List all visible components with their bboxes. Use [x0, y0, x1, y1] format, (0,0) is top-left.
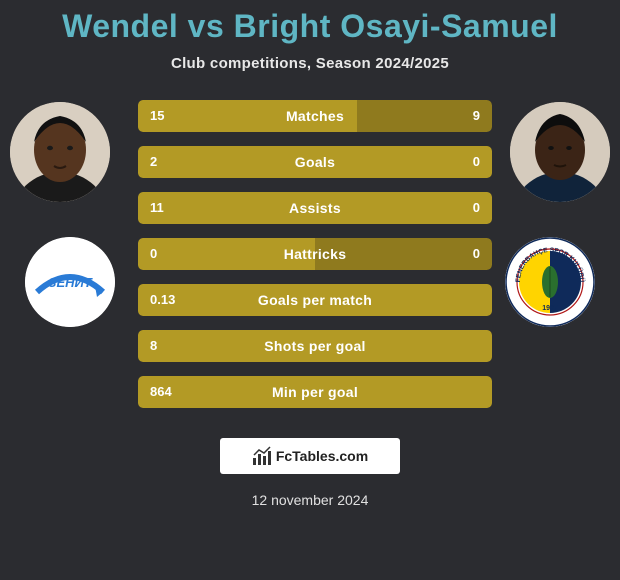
- player-right-avatar: [510, 102, 610, 202]
- stat-bar-row: 864Min per goal: [138, 376, 492, 408]
- fenerbahce-badge-icon: FENERBAHÇE SPOR KULÜBÜ 1907: [505, 237, 595, 327]
- player-left-avatar: [10, 102, 110, 202]
- bar-label: Assists: [138, 192, 492, 224]
- stat-bar-row: 110Assists: [138, 192, 492, 224]
- page-subtitle: Club competitions, Season 2024/2025: [0, 55, 620, 72]
- bar-label: Goals per match: [138, 284, 492, 316]
- svg-text:ЗЕНИТ: ЗЕНИТ: [48, 275, 93, 290]
- zenit-badge-icon: ЗЕНИТ: [25, 237, 115, 327]
- bar-label: Min per goal: [138, 376, 492, 408]
- stat-bar-row: 0.13Goals per match: [138, 284, 492, 316]
- bar-label: Hattricks: [138, 238, 492, 270]
- site-name: FcTables.com: [276, 448, 368, 464]
- site-logo: FcTables.com: [220, 438, 400, 474]
- page-title: Wendel vs Bright Osayi-Samuel: [0, 0, 620, 45]
- stat-bar-row: 159Matches: [138, 100, 492, 132]
- chart-icon: [252, 446, 272, 466]
- bar-label: Shots per goal: [138, 330, 492, 362]
- player-right-face-icon: [510, 102, 610, 202]
- comparison-area: ЗЕНИТ FENERBAHÇE SPOR KULÜBÜ 1907 159Mat…: [0, 92, 620, 432]
- player-left-face-icon: [10, 102, 110, 202]
- bar-label: Goals: [138, 146, 492, 178]
- svg-text:1907: 1907: [542, 305, 558, 312]
- stat-bar-row: 00Hattricks: [138, 238, 492, 270]
- club-left-badge: ЗЕНИТ: [25, 237, 115, 327]
- bar-label: Matches: [138, 100, 492, 132]
- stat-bar-row: 20Goals: [138, 146, 492, 178]
- stat-bars-container: 159Matches 20Goals 110Assists 00Hattricks 0.…: [138, 100, 492, 422]
- stat-bar-row: 8Shots per goal: [138, 330, 492, 362]
- footer-date: 12 november 2024: [0, 492, 620, 508]
- club-right-badge: FENERBAHÇE SPOR KULÜBÜ 1907: [505, 237, 595, 327]
